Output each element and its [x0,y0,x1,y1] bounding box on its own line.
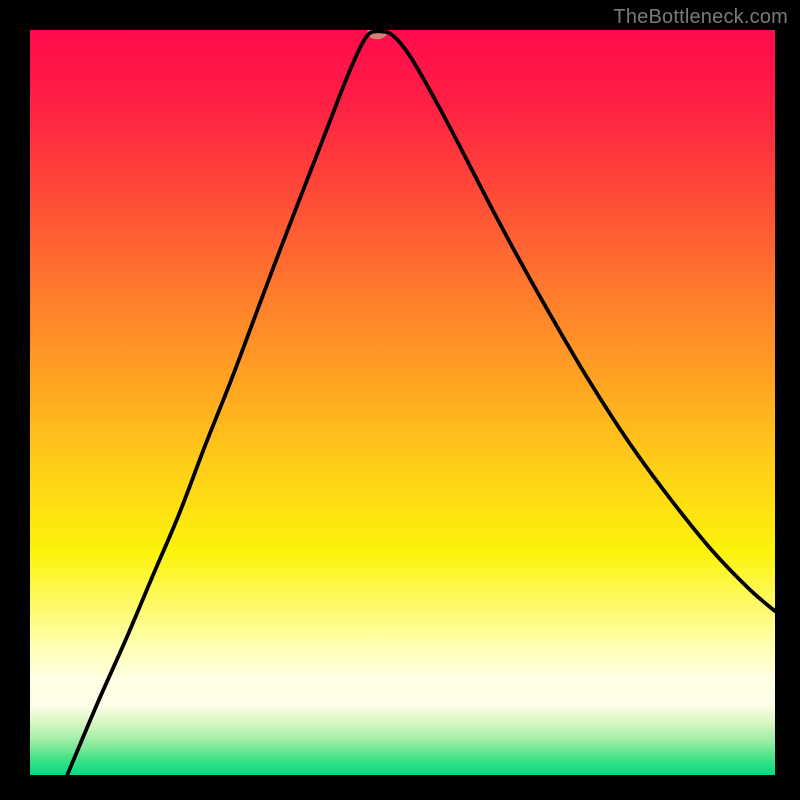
bottleneck-chart: TheBottleneck.com [0,0,800,800]
watermark-label: TheBottleneck.com [613,6,788,29]
plot-background [30,30,775,775]
chart-svg [0,0,800,800]
